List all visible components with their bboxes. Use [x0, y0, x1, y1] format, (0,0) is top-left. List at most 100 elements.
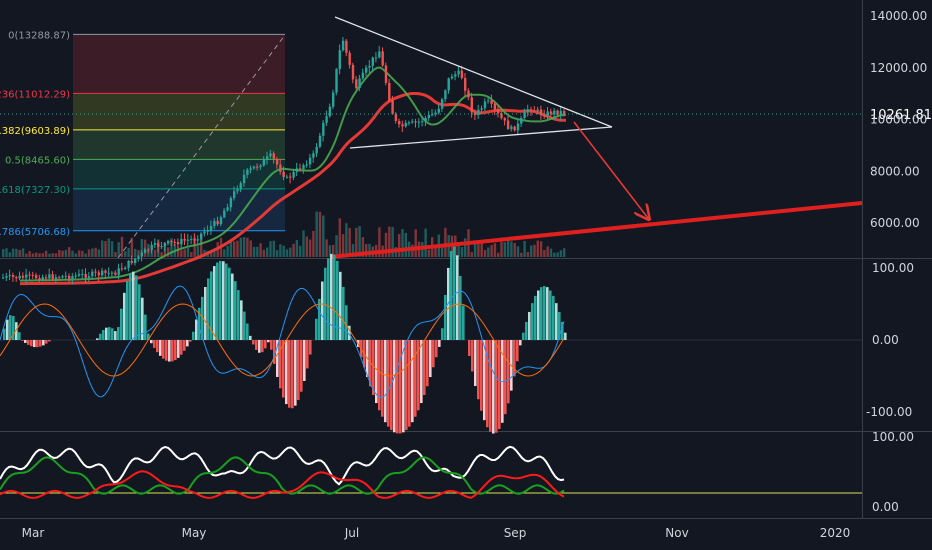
candle-body [332, 92, 335, 107]
candle-body [269, 153, 272, 157]
macd-histogram-bar [276, 340, 279, 377]
macd-tick-label: -100.00 [866, 405, 912, 419]
macd-histogram-bar [327, 258, 330, 340]
candle-body [431, 114, 434, 116]
candle-body [520, 117, 523, 124]
candle-body [61, 276, 64, 278]
macd-histogram-bar [12, 316, 15, 340]
candle-body [77, 274, 81, 276]
candle-body [38, 278, 41, 280]
volume-bar [378, 227, 381, 257]
macd-histogram-bar [324, 267, 327, 340]
triangle-upper-trendline[interactable] [334, 16, 613, 128]
candle-body [107, 272, 110, 274]
candle-body [25, 274, 28, 278]
candle-body [249, 168, 252, 170]
candle-body [292, 171, 295, 178]
volume-bar [223, 249, 226, 257]
volume-bar [543, 250, 546, 257]
candlesticks[interactable] [2, 37, 566, 285]
macd-signal-line[interactable] [0, 303, 565, 377]
symmetrical-triangle[interactable] [334, 16, 613, 149]
candle-body [134, 258, 137, 264]
macd-histogram-bar [468, 340, 471, 356]
macd-histogram-bar [264, 340, 267, 349]
candle-body [21, 275, 25, 278]
candle-body [223, 210, 226, 218]
candle-body [368, 65, 371, 68]
candle-body [391, 100, 394, 114]
candle-body [388, 82, 391, 101]
macd-histogram-bar [249, 335, 252, 340]
candle-body [450, 76, 454, 79]
candle-body [533, 110, 536, 112]
candle-body [266, 156, 269, 160]
volume-bar [285, 249, 289, 257]
candle-body [256, 166, 259, 168]
candle-body [493, 103, 497, 110]
macd-tick-label: 0.00 [872, 333, 899, 347]
oscillator-white-line[interactable] [0, 445, 565, 486]
price-tick-label: 6000.00 [870, 216, 920, 230]
macd-histogram-bar [39, 340, 42, 347]
macd-histogram-bar [357, 340, 360, 347]
candle-body [404, 122, 407, 127]
volume-bar [272, 240, 275, 257]
macd-histogram-bar [387, 340, 390, 427]
macd-line[interactable] [0, 285, 565, 399]
time-axis[interactable]: Mar May Jul Sep Nov 2020 [22, 526, 851, 540]
macd-histogram-bar [540, 287, 543, 340]
candle-body [516, 123, 520, 131]
macd-histogram-bar [420, 340, 423, 404]
candle-body [163, 243, 167, 247]
volume-bar [68, 247, 71, 257]
candle-body [483, 101, 487, 109]
macd-histogram-bar [372, 340, 375, 396]
candle-body [503, 118, 506, 121]
macd-histogram-bar [489, 340, 492, 432]
candle-body [308, 157, 312, 165]
triangle-lower-trendline[interactable] [349, 126, 613, 149]
oscillator-red-line[interactable] [0, 470, 565, 499]
candle-body [91, 271, 94, 277]
candle-body [190, 238, 193, 240]
volume-bar [275, 250, 279, 257]
candle-body [335, 69, 338, 93]
volume-bar [351, 244, 355, 257]
volume-bar [315, 211, 318, 257]
fib-zone-0.618-0.786 [73, 189, 285, 231]
volume-bar [5, 248, 8, 257]
volume-bar [506, 240, 510, 257]
volume-bar [246, 237, 249, 257]
volume-bar [523, 240, 526, 257]
candle-body [160, 246, 163, 248]
volume-bar [107, 238, 110, 257]
volume-bar [483, 250, 487, 257]
volume-bar [71, 250, 74, 257]
oscillator-green-line[interactable] [0, 456, 565, 495]
price-axis[interactable]: 14000.00 12000.00 10000.00 8000.00 6000.00 [870, 9, 927, 230]
macd-histogram-bar [498, 340, 501, 430]
candle-body [355, 79, 358, 88]
volume-bar [269, 241, 272, 257]
macd-histogram-bar [120, 308, 123, 340]
volume-bar [35, 252, 38, 257]
macd-histogram-bar [429, 340, 432, 378]
macd-histogram-bar [216, 262, 219, 340]
volume-bar [308, 239, 312, 257]
volume-bar [127, 247, 130, 257]
candle-body [206, 230, 209, 232]
candle-body [358, 78, 361, 88]
volume-bar [114, 252, 117, 257]
long-term-support-line[interactable] [329, 201, 863, 259]
projection-arrow[interactable] [573, 121, 648, 218]
candle-body [170, 241, 173, 243]
candle-body [559, 111, 563, 115]
fibonacci-retracement[interactable]: 0(13288.87) 0.236(11012.29) 0.382(9603.89)… [0, 30, 286, 259]
macd-histogram-bar [426, 340, 429, 387]
candle-body [374, 57, 378, 59]
volume-bar [140, 239, 143, 257]
time-tick-label: Sep [504, 526, 527, 540]
